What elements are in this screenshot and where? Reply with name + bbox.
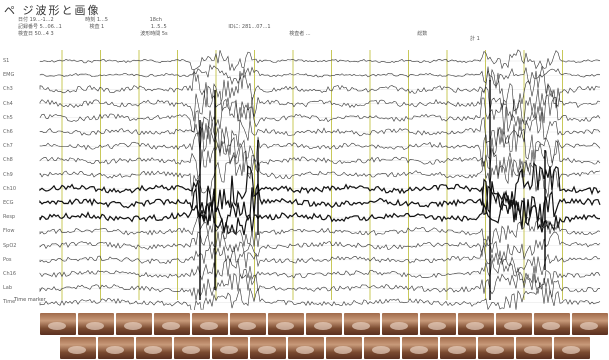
video-frame-thumbnail xyxy=(440,337,476,359)
video-frame-thumbnail xyxy=(478,337,514,359)
video-frame-thumbnail xyxy=(572,313,608,335)
video-frame-thumbnail xyxy=(212,337,248,359)
waveform-trace xyxy=(39,198,601,236)
video-thumbnail-row-1 xyxy=(40,313,608,335)
video-frame-thumbnail xyxy=(154,313,190,335)
waveform-trace xyxy=(39,257,601,288)
channel-label: Lab xyxy=(3,285,13,292)
channel-label: Pos xyxy=(3,256,12,263)
waveform-trace xyxy=(39,112,601,155)
meta-item: 検査 1 xyxy=(89,24,105,30)
video-frame-thumbnail xyxy=(516,337,552,359)
channel-label: ECG xyxy=(3,200,14,206)
meta-item: 波形時間 5s xyxy=(140,31,168,37)
channel-label: Resp xyxy=(3,214,16,221)
video-frame-thumbnail xyxy=(534,313,570,335)
video-frame-thumbnail xyxy=(174,337,210,359)
channel-label: Ch10 xyxy=(3,185,17,192)
meta-item: 18ch xyxy=(149,17,162,23)
waveform-trace xyxy=(39,64,601,87)
video-frame-thumbnail xyxy=(268,313,304,335)
video-frame-thumbnail xyxy=(382,313,418,335)
video-frame-thumbnail xyxy=(554,337,590,359)
meta-item: 日付 19...-1...2 xyxy=(18,17,54,23)
video-frame-thumbnail xyxy=(402,337,438,359)
meta-row-3: 検査日 50...4 3 波形時間 5s 検査者 ... 総数 xyxy=(18,31,427,37)
waveform-trace xyxy=(39,82,601,123)
waveform-panel xyxy=(39,49,601,310)
video-frame-thumbnail xyxy=(40,313,76,335)
page-title: ペ ジ波形と画像 xyxy=(4,4,101,17)
meta-item: 検査者 ... xyxy=(289,31,311,37)
video-thumbnail-row-2 xyxy=(60,337,590,359)
waveform-trace xyxy=(39,244,601,275)
waveform-trace xyxy=(39,271,601,301)
waveform-trace xyxy=(39,94,601,141)
meta-right-label: 計 1 xyxy=(470,36,480,42)
video-frame-thumbnail xyxy=(60,337,96,359)
video-frame-thumbnail xyxy=(496,313,532,335)
footer-label: Time marker xyxy=(14,297,46,303)
video-frame-thumbnail xyxy=(458,313,494,335)
channel-label: Flow xyxy=(3,228,15,235)
meta-item: 検査日 50...4 3 xyxy=(18,31,54,37)
video-frame-thumbnail xyxy=(306,313,342,335)
channel-label: SpO2 xyxy=(3,242,17,249)
channel-label: EMG xyxy=(3,72,15,79)
channel-label: Ch16 xyxy=(3,271,17,277)
video-frame-thumbnail xyxy=(230,313,266,335)
video-frame-thumbnail xyxy=(326,337,362,359)
video-frame-thumbnail xyxy=(78,313,114,335)
waveform-trace xyxy=(39,136,601,185)
channel-label: Ch8 xyxy=(3,157,13,164)
video-frame-thumbnail xyxy=(98,337,134,359)
waveform-trace xyxy=(39,49,601,72)
channel-label: Ch4 xyxy=(3,100,13,107)
waveform-trace xyxy=(39,150,601,198)
meta-row-2: 記録番号 5...06...1 検査 1 1..5..5 IDに: 281...… xyxy=(18,24,271,30)
waveform-trace xyxy=(39,215,601,248)
video-frame-thumbnail xyxy=(136,337,172,359)
waveform-trace xyxy=(39,66,600,112)
meta-item: 時刻 1...5 xyxy=(85,17,108,23)
video-frame-thumbnail xyxy=(288,337,324,359)
channel-label: Ch3 xyxy=(3,86,13,93)
video-frame-thumbnail xyxy=(250,337,286,359)
waveform-trace xyxy=(39,162,601,216)
waveform-trace xyxy=(39,230,601,261)
video-frame-thumbnail xyxy=(364,337,400,359)
waveform-trace xyxy=(39,178,601,233)
meta-row-1: 日付 19...-1...2 時刻 1...5 18ch xyxy=(18,17,162,23)
channel-label: S1 xyxy=(3,58,10,64)
video-frame-thumbnail xyxy=(420,313,456,335)
channel-label: Ch9 xyxy=(3,171,13,178)
meta-item: 記録番号 5...06...1 xyxy=(18,24,62,30)
channel-label: Ch6 xyxy=(3,129,13,135)
video-frame-thumbnail xyxy=(344,313,380,335)
meta-item: IDに: 281...07...1 xyxy=(228,24,271,30)
meta-item: 総数 xyxy=(417,31,428,37)
channel-label: Ch7 xyxy=(3,143,13,150)
channel-label: Time xyxy=(3,299,16,306)
channel-label: Ch5 xyxy=(3,114,13,121)
video-frame-thumbnail xyxy=(192,313,228,335)
video-frame-thumbnail xyxy=(116,313,152,335)
waveform-trace xyxy=(39,287,601,310)
waveform-trace xyxy=(39,124,601,170)
meta-item: 1..5..5 xyxy=(150,24,167,30)
